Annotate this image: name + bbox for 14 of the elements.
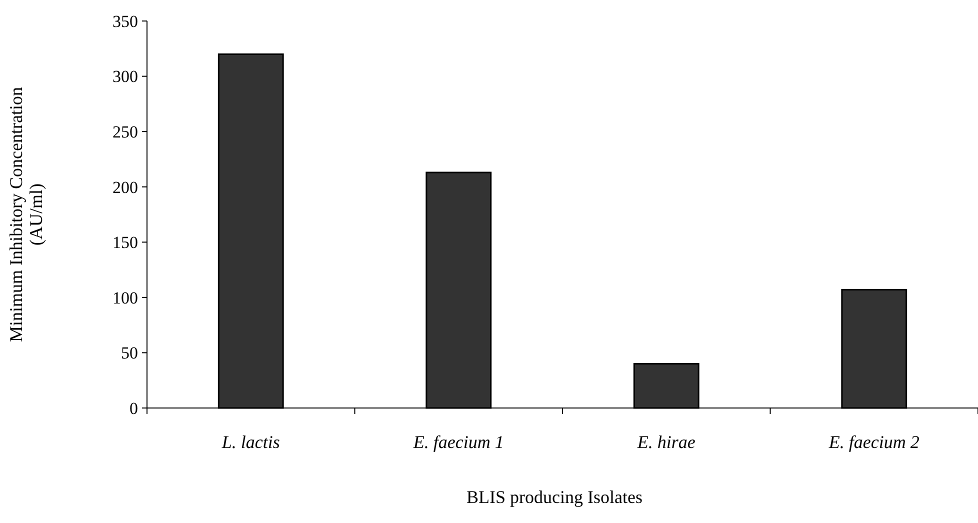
y-tick-label: 250 xyxy=(112,122,138,142)
x-tick-label: E. faecium 2 xyxy=(828,432,920,452)
y-tick-label: 150 xyxy=(112,233,138,252)
y-tick-label: 50 xyxy=(121,344,138,363)
y-tick-label: 300 xyxy=(112,67,138,86)
y-tick-label: 200 xyxy=(112,178,138,197)
x-tick-label: E. faecium 1 xyxy=(412,432,504,452)
y-tick-label: 100 xyxy=(112,288,138,308)
x-tick-label: L. lactis xyxy=(220,432,280,452)
y-tick-label: 350 xyxy=(112,12,138,31)
x-tick-label: E. hirae xyxy=(636,432,696,452)
x-axis-title: BLIS producing Isolates xyxy=(466,487,642,507)
y-axis-title: Minimum Inhibitory Concentration (AU/ml) xyxy=(6,87,46,342)
y-tick-label: 0 xyxy=(130,398,138,418)
